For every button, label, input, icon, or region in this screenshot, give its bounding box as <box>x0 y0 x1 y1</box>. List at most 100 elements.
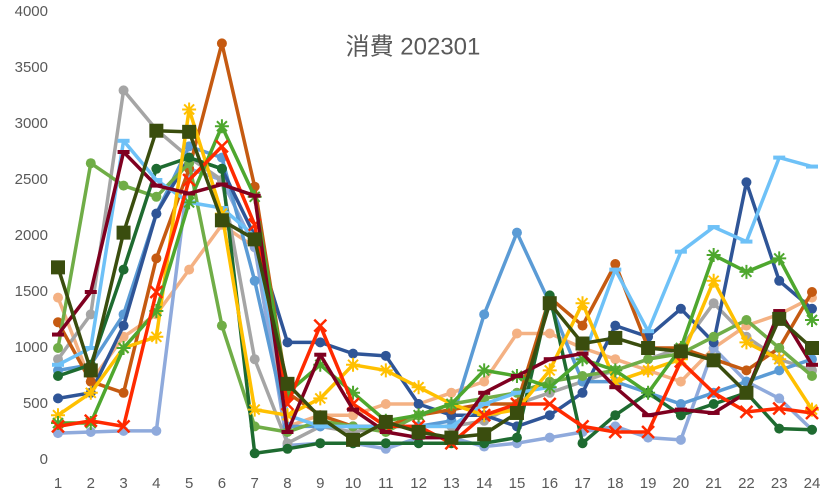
marker <box>772 401 787 416</box>
marker <box>151 253 162 264</box>
marker <box>805 341 819 355</box>
marker <box>674 407 687 412</box>
marker <box>314 424 327 429</box>
marker <box>215 182 228 187</box>
marker <box>411 408 426 423</box>
marker <box>805 402 819 417</box>
marker <box>610 259 621 269</box>
marker <box>280 376 295 391</box>
marker <box>772 352 787 367</box>
marker <box>183 191 196 196</box>
marker <box>544 410 555 421</box>
series <box>51 123 819 447</box>
marker <box>116 419 131 434</box>
marker <box>774 423 785 434</box>
marker <box>641 363 656 378</box>
marker <box>610 410 621 421</box>
marker <box>216 38 227 49</box>
marker <box>479 376 490 387</box>
marker <box>542 397 557 411</box>
x-tick-label: 14 <box>476 475 493 492</box>
marker <box>314 352 327 357</box>
x-tick-label: 2 <box>87 475 95 492</box>
marker <box>608 374 623 389</box>
x-tick-label: 22 <box>738 475 755 492</box>
x-tick-label: 8 <box>283 475 291 492</box>
marker <box>641 425 655 439</box>
y-tick-label: 500 <box>23 395 48 412</box>
marker <box>577 438 588 449</box>
marker <box>83 416 98 431</box>
x-tick-label: 4 <box>152 475 160 492</box>
marker <box>446 387 457 398</box>
marker <box>675 303 686 314</box>
marker <box>706 273 721 288</box>
y-tick-label: 1000 <box>15 339 48 356</box>
marker <box>118 387 129 398</box>
marker <box>84 290 97 294</box>
marker <box>773 309 786 314</box>
marker <box>51 260 65 275</box>
marker <box>116 225 131 240</box>
x-tick-label: 3 <box>119 475 127 492</box>
marker <box>739 264 754 279</box>
marker <box>413 399 424 409</box>
series-line <box>57 167 814 451</box>
marker <box>313 391 328 406</box>
marker <box>151 163 162 174</box>
marker <box>118 180 129 191</box>
marker <box>544 432 555 443</box>
marker <box>444 397 459 411</box>
marker <box>184 264 195 275</box>
marker <box>282 443 293 454</box>
marker <box>575 336 590 351</box>
marker <box>411 425 426 439</box>
marker <box>772 251 787 266</box>
marker <box>51 419 65 434</box>
marker <box>774 275 785 286</box>
y-tick-label: 2500 <box>15 171 48 188</box>
marker <box>706 353 721 368</box>
marker <box>444 430 459 445</box>
x-tick-label: 16 <box>541 475 558 492</box>
marker <box>182 124 197 139</box>
marker <box>511 227 522 238</box>
x-tick-label: 15 <box>509 475 526 492</box>
marker <box>151 191 162 202</box>
marker <box>150 183 163 188</box>
marker <box>511 432 522 443</box>
x-tick-label: 19 <box>640 475 657 492</box>
marker <box>479 309 490 320</box>
marker <box>413 438 424 449</box>
marker <box>216 320 227 331</box>
marker <box>313 357 328 372</box>
marker <box>478 402 491 406</box>
marker <box>774 393 785 404</box>
marker <box>673 352 688 367</box>
x-tick-label: 6 <box>218 475 226 492</box>
marker <box>378 414 393 429</box>
marker <box>706 248 721 263</box>
marker <box>510 374 523 378</box>
marker <box>83 363 98 378</box>
marker <box>708 399 719 409</box>
marker <box>85 309 96 320</box>
marker <box>707 410 720 415</box>
marker <box>807 371 817 381</box>
marker <box>805 406 819 420</box>
marker <box>542 380 557 395</box>
x-tick-label: 5 <box>185 475 193 492</box>
marker <box>216 163 227 174</box>
marker <box>675 376 686 387</box>
marker <box>151 425 162 436</box>
marker <box>641 385 656 400</box>
series-line <box>58 124 814 425</box>
marker <box>608 425 623 439</box>
x-tick-label: 9 <box>316 475 324 492</box>
marker <box>642 413 655 418</box>
marker <box>51 408 65 423</box>
marker <box>346 432 361 447</box>
marker <box>805 313 819 327</box>
marker <box>609 385 622 390</box>
